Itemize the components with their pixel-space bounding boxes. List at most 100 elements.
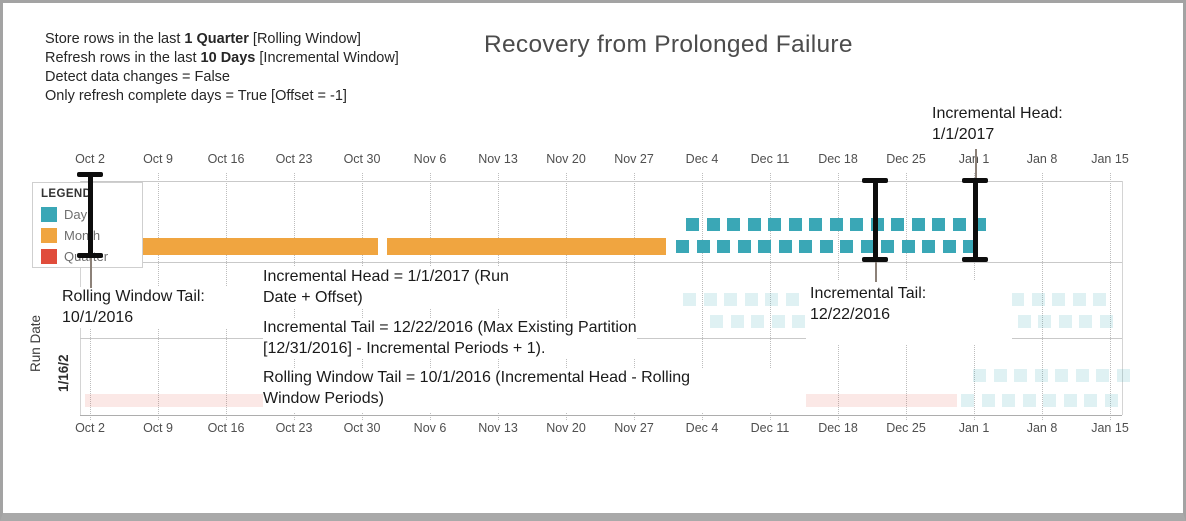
day-squares-next-lower-square — [1099, 315, 1113, 328]
x-axis-label-top: Jan 1 — [958, 152, 990, 166]
legend-item-day: Day — [41, 204, 142, 225]
day-squares-current-upper-square — [809, 218, 822, 231]
day-squares-current-upper-square — [788, 218, 802, 231]
x-axis-label-bottom: Oct 30 — [343, 421, 381, 435]
day-squares-future-lower-square — [1043, 394, 1056, 407]
gridline — [1042, 173, 1043, 420]
x-axis-label-top: Dec 11 — [750, 152, 790, 166]
rolling-window-tail-callout: Rolling Window Tail: 10/1/2016 — [62, 287, 254, 328]
day-squares-current-lower-square — [696, 240, 710, 253]
day-squares-current-lower-square — [717, 240, 730, 253]
incremental-head-marker-lead-line — [975, 149, 977, 178]
refresh-policy-config: Store rows in the last 1 Quarter [Rollin… — [45, 30, 399, 106]
incremental-tail-callout: Incremental Tail: 12/22/2016 — [806, 281, 1012, 345]
x-axis-label-bottom: Oct 9 — [143, 421, 173, 435]
day-squares-current-upper-square — [829, 218, 843, 231]
gridline — [702, 173, 703, 420]
incremental-tail-note: Incremental Tail = 12/22/2016 (Max Exist… — [263, 318, 637, 359]
day-squares-next-lower-square — [730, 315, 744, 328]
day-squares-next-upper-square — [703, 293, 717, 306]
config-line-refresh: Refresh rows in the last 10 Days [Increm… — [45, 50, 399, 66]
legend-title: LEGEND — [41, 188, 92, 200]
incremental-head-marker-cap-bottom — [962, 257, 988, 262]
day-squares-future-lower-square — [1084, 394, 1097, 407]
gridline — [634, 173, 635, 420]
day-squares-future-lower-square — [1002, 394, 1015, 407]
day-squares-future-lower-square — [981, 394, 995, 407]
day-squares-current-lower-square — [799, 240, 812, 253]
y-axis-tick-label: 1/16/2 — [56, 354, 71, 392]
day-squares-next-upper-square — [1011, 293, 1024, 306]
month-bar-oct — [80, 238, 378, 255]
incremental-head-marker-cap-top — [962, 178, 988, 183]
x-axis-label-bottom: Nov 13 — [478, 421, 518, 435]
x-axis-label-bottom: Jan 15 — [1091, 421, 1129, 435]
day-squares-current-upper-square — [706, 218, 720, 231]
x-axis-label-bottom: Jan 8 — [1026, 421, 1058, 435]
x-axis-label-top: Nov 27 — [614, 152, 654, 166]
day-squares-next-upper-square — [744, 293, 758, 306]
day-squares-future-upper-square — [1055, 369, 1068, 382]
day-squares-next-lower-square — [1038, 315, 1051, 328]
incremental-tail-marker-lead-line — [875, 262, 877, 282]
rolling-window-tail-marker-lead-line — [90, 258, 92, 288]
day-squares-next-lower-square — [710, 315, 723, 328]
incremental-tail-marker — [873, 178, 878, 262]
day-squares-current-upper-square — [768, 218, 781, 231]
config-line-store: Store rows in the last 1 Quarter [Rollin… — [45, 31, 361, 47]
rolling-window-tail-note: Rolling Window Tail = 10/1/2016 (Increme… — [263, 368, 806, 413]
x-axis-label-top: Dec 4 — [685, 152, 719, 166]
x-axis-label-bottom: Nov 20 — [546, 421, 586, 435]
month-swatch-icon — [41, 228, 57, 243]
day-squares-current-lower-square — [737, 240, 751, 253]
day-squares-future-upper-square — [973, 369, 986, 382]
quarter-swatch-icon — [41, 249, 57, 264]
day-squares-next-lower-square — [1058, 315, 1072, 328]
legend-item-label: Day — [64, 207, 88, 222]
y-axis-title: Run Date — [28, 314, 43, 372]
rolling-window-tail-marker-cap-top — [77, 172, 103, 177]
day-squares-next-lower-square — [771, 315, 785, 328]
day-squares-current-lower-square — [922, 240, 935, 253]
day-squares-current-lower-square — [881, 240, 894, 253]
day-squares-next-lower-square — [792, 315, 805, 328]
day-squares-next-upper-square — [724, 293, 737, 306]
x-axis-label-bottom: Dec 25 — [886, 421, 926, 435]
day-squares-next-upper-square — [765, 293, 778, 306]
day-squares-next-lower-square — [1079, 315, 1092, 328]
day-squares-current-lower-square — [901, 240, 915, 253]
config-line-complete-days: Only refresh complete days = True [Offse… — [45, 88, 347, 104]
incremental-head-marker — [973, 178, 978, 262]
legend-items: DayMonthQuarter — [41, 204, 142, 267]
day-squares-next-upper-square — [1031, 293, 1045, 306]
x-axis-label-top: Nov 20 — [546, 152, 586, 166]
day-squares-current-lower-square — [819, 240, 833, 253]
day-squares-current-upper-square — [727, 218, 740, 231]
month-bar-nov — [387, 238, 666, 255]
x-axis-label-top: Dec 18 — [818, 152, 858, 166]
day-squares-future-upper-square — [1075, 369, 1089, 382]
day-squares-current-lower-square — [840, 240, 853, 253]
x-axis-label-bottom: Nov 27 — [614, 421, 654, 435]
x-axis-label-bottom: Dec 11 — [750, 421, 790, 435]
x-axis-label-top: Jan 15 — [1091, 152, 1129, 166]
incremental-head-note: Incremental Head = 1/1/2017 (Run Date + … — [263, 267, 509, 308]
plot-border-bottom — [80, 415, 1122, 416]
x-axis-label-bottom: Jan 1 — [958, 421, 990, 435]
day-squares-current-lower-square — [778, 240, 792, 253]
day-squares-current-upper-square — [911, 218, 925, 231]
incremental-head-callout: Incremental Head: 1/1/2017 — [932, 105, 1063, 143]
day-squares-current-lower-square — [758, 240, 771, 253]
day-squares-current-upper-square — [850, 218, 863, 231]
legend-item-label: Month — [64, 228, 101, 243]
plot-border-right — [1122, 181, 1123, 415]
x-axis-label-bottom: Nov 6 — [413, 421, 447, 435]
x-axis-label-top: Oct 9 — [143, 152, 173, 166]
x-axis-label-bottom: Dec 18 — [818, 421, 858, 435]
x-axis-label-bottom: Dec 4 — [685, 421, 719, 435]
incremental-tail-marker-cap-bottom — [862, 257, 888, 262]
x-axis-label-top: Nov 6 — [413, 152, 447, 166]
day-squares-current-upper-square — [952, 218, 966, 231]
